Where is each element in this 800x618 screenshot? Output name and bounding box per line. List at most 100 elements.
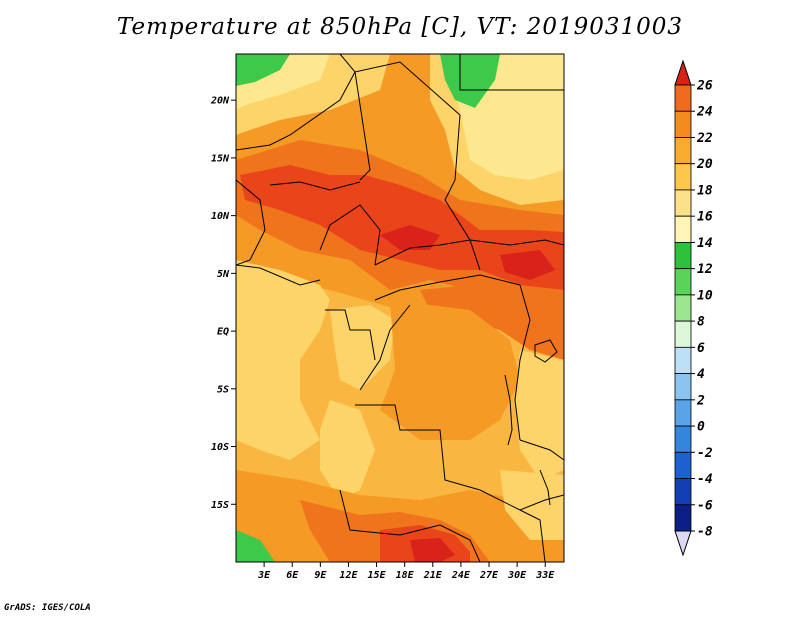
colorbar-label: 6 [697, 341, 705, 356]
temp-region-band-26-core [380, 225, 440, 250]
border-angola-namibia [339, 489, 441, 536]
lon-tick-label: 33E [535, 570, 555, 581]
lat-tick-label: 15S [211, 500, 229, 511]
temp-region-band-16-east-lakes [540, 370, 564, 420]
lat-tick-label: EQ [217, 327, 229, 338]
lat-tick-label: 10S [211, 442, 229, 453]
lon-tick-label: 15E [368, 570, 387, 581]
lon-tick-label: 21E [423, 570, 443, 581]
colorbar-label: 4 [697, 367, 705, 382]
temp-region-green-northwest [236, 54, 290, 86]
map-title: Temperature at 850hPa [C], VT: 201903100… [116, 14, 684, 40]
temp-region-green-north [440, 54, 500, 108]
colorbar-swatch [674, 425, 692, 453]
country-borders [236, 54, 564, 562]
colorbar-swatch [674, 84, 692, 112]
colorbar-swatch [674, 137, 692, 165]
temp-region-band-18-congo [330, 305, 395, 390]
border-chad-sudan [444, 114, 481, 271]
lat-tick-label: 5S [217, 384, 229, 395]
colorbar-label: 10 [697, 288, 713, 303]
temp-region-band-18-gulf [236, 290, 260, 420]
colorbar-label: 8 [697, 315, 705, 330]
colorbar-label: -4 [697, 472, 713, 487]
border-chad-car [374, 239, 471, 266]
border-mozambique [519, 509, 546, 562]
temp-region-band-26-south [410, 538, 455, 562]
lat-tick-label: 15N [211, 153, 230, 164]
border-botswana [439, 524, 481, 562]
lat-tick-label: 20N [210, 96, 230, 107]
colorbar-swatch [674, 373, 692, 401]
colorbar-swatch [674, 294, 692, 322]
colorbar-swatch [674, 110, 692, 138]
border-libya-egypt [459, 54, 564, 91]
colorbar-swatch [674, 189, 692, 217]
lon-tick-label: 9E [314, 570, 327, 581]
lake-malawi [539, 469, 551, 506]
temperature-field [236, 54, 564, 562]
temp-region-band-20-congo [380, 300, 520, 440]
colorbar-label: 14 [697, 236, 713, 251]
colorbar-swatch [674, 215, 692, 243]
map-frame [235, 53, 565, 563]
border-mali-niger [236, 71, 356, 151]
colorbar-bottom-arrow [674, 530, 692, 557]
lon-tick-label: 30E [507, 570, 527, 581]
lon-tick-label: 27E [479, 570, 499, 581]
border-drc-angola [355, 404, 481, 491]
border-car-drc [374, 274, 521, 301]
border-niger-chad [354, 71, 371, 181]
lon-tick-label: 6E [286, 570, 299, 581]
lon-tick-label: 24E [451, 570, 471, 581]
latitude-axis: 20N 15N 10N 5N EQ 5S 10S 15S [210, 96, 236, 511]
lon-tick-label: 18E [396, 570, 415, 581]
colorbar-swatch [674, 504, 692, 532]
colorbar-label: 18 [697, 183, 713, 198]
temp-region-green-southwest [236, 530, 275, 562]
colorbar-swatch [674, 399, 692, 427]
colorbar-swatch [674, 242, 692, 270]
colorbar-label: 2 [696, 393, 705, 408]
colorbar-swatch [674, 478, 692, 506]
colorbar-label: 24 [696, 105, 713, 120]
border-tanzania [519, 439, 564, 461]
lake-tanganyika [504, 374, 513, 446]
colorbar-swatch [674, 268, 692, 296]
lon-tick-label: 3E [257, 570, 271, 581]
border-drc-congo [359, 304, 411, 391]
border-algeria-libya [339, 54, 461, 116]
colorbar-swatch [674, 451, 692, 479]
lat-tick-label: 10N [211, 211, 230, 222]
longitude-axis: 3E 6E 9E 12E 15E 18E 21E 24E 27E 30E 33E [257, 562, 555, 581]
grads-credit: GrADS: IGES/COLA [4, 603, 91, 613]
colorbar-label: 26 [696, 79, 713, 94]
temp-region-band-18-angola [320, 400, 375, 500]
temp-region-band-24-sahel [240, 165, 564, 290]
border-gabon [325, 309, 376, 361]
colorbar-top-arrow [674, 59, 692, 86]
colorbar-label: 0 [697, 420, 705, 435]
colorbar-label: 20 [696, 157, 713, 172]
border-west [236, 179, 266, 266]
colorbar-swatch [674, 346, 692, 374]
border-nigeria-cameroon [319, 204, 381, 266]
colorbar-swatch [674, 320, 692, 348]
colorbar-label: 16 [697, 210, 713, 225]
lat-tick-label: 5N [217, 269, 230, 280]
border-niger-nigeria [269, 181, 361, 191]
colorbar-swatch [674, 163, 692, 191]
lon-tick-label: 12E [339, 570, 358, 581]
border-sudan-southsudan [469, 239, 564, 246]
colorbar-label: -2 [697, 446, 713, 461]
colorbar-label: -8 [697, 525, 713, 540]
border-zambia [479, 489, 564, 511]
border-coast-gulf [236, 264, 321, 286]
temp-region-band-22-east [420, 285, 564, 360]
temp-region-band-26-core-east [500, 250, 555, 280]
colorbar-label: 22 [696, 131, 713, 146]
colorbar-label: 12 [697, 262, 713, 277]
lake-victoria [534, 339, 558, 363]
